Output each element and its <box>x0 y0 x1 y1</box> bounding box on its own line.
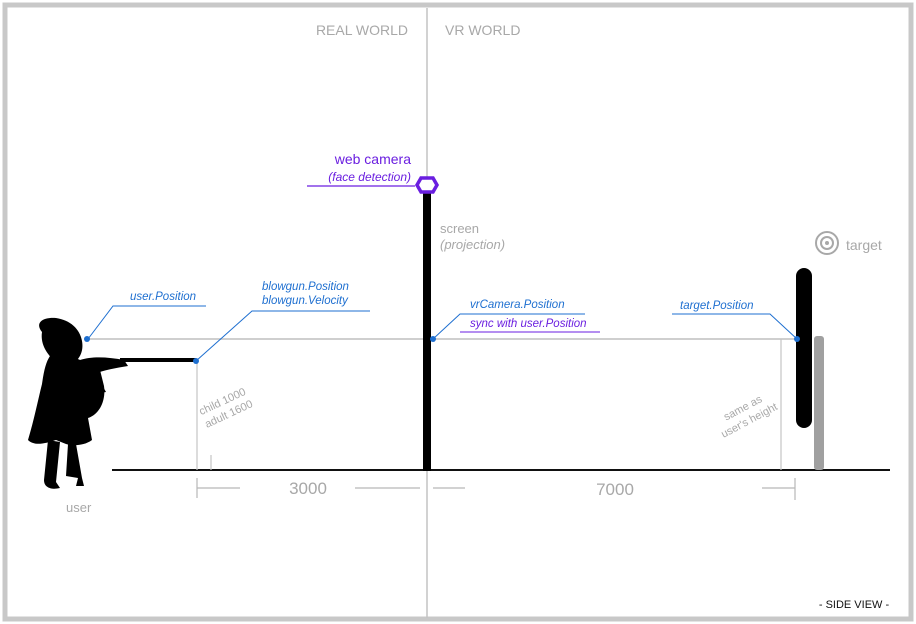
web-camera-subtitle: (face detection) <box>328 170 411 184</box>
target-label: target <box>846 237 882 253</box>
leader-blowgun <box>195 310 370 362</box>
annotation-vrcamera-position: vrCamera.Position <box>470 299 565 311</box>
annotation-target-position: target.Position <box>680 300 754 312</box>
screen-title: screen <box>440 221 479 236</box>
distance-left: 3000 <box>289 479 327 498</box>
point-user-position <box>84 336 90 342</box>
point-blowgun <box>193 358 199 364</box>
height-labels: child 1000 adult 1600 <box>197 386 255 431</box>
side-view-label: - SIDE VIEW - <box>819 599 890 611</box>
user-silhouette <box>28 317 128 489</box>
leader-user-position <box>87 305 206 340</box>
leader-vrcamera <box>432 313 585 340</box>
user-label: user <box>66 500 92 515</box>
blowgun <box>120 358 196 362</box>
screen-subtitle: (projection) <box>440 237 505 252</box>
annotation-sync-user: sync with user.Position <box>470 318 587 330</box>
point-vrcamera <box>430 336 436 342</box>
distance-right: 7000 <box>596 480 634 499</box>
point-target <box>794 336 800 342</box>
target-stand <box>814 336 824 470</box>
target-board <box>796 268 812 428</box>
vr-world-title: VR WORLD <box>445 22 520 38</box>
target-icon <box>815 231 839 255</box>
annotation-user-position: user.Position <box>130 291 196 303</box>
leader-target <box>672 313 798 340</box>
web-camera-icon <box>414 176 440 194</box>
annotation-blowgun-position: blowgun.Position <box>262 281 349 293</box>
real-world-title: REAL WORLD <box>316 22 408 38</box>
web-camera-title: web camera <box>334 151 411 167</box>
annotation-blowgun-velocity: blowgun.Velocity <box>262 295 349 307</box>
screen-pole <box>423 193 431 471</box>
same-height-labels: same as user's height <box>719 393 779 441</box>
